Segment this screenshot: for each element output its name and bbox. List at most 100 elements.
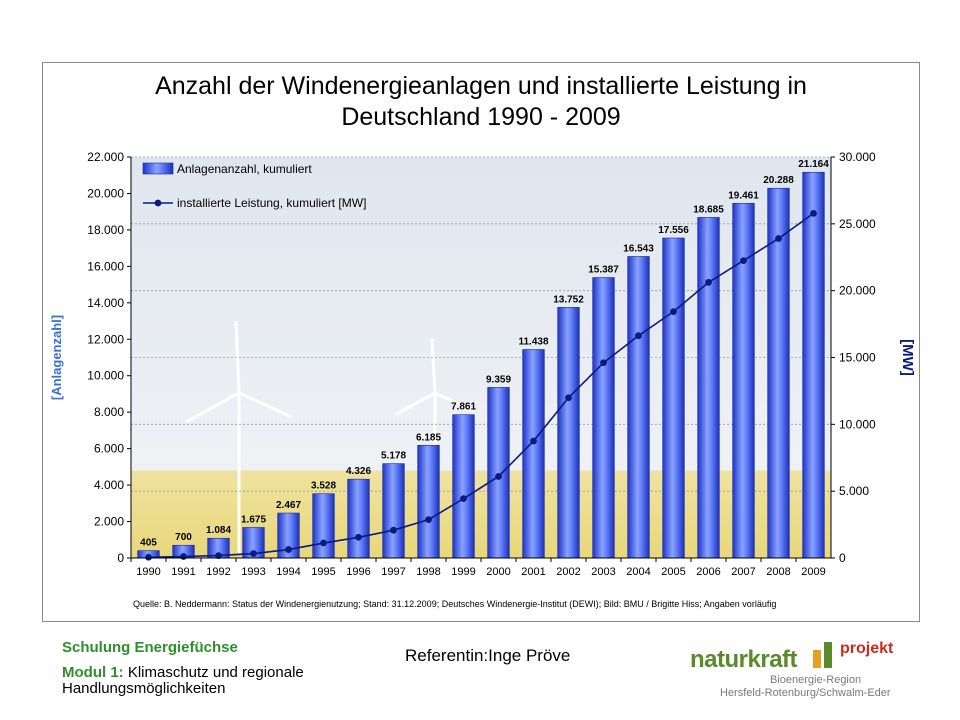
bar-label: 2.467 [276, 500, 301, 511]
bar-label: 1.084 [206, 525, 231, 536]
power-point [460, 495, 467, 503]
bar-label: 1.675 [241, 514, 266, 525]
x-tick-label: 1991 [171, 566, 195, 578]
x-tick-label: 1998 [416, 566, 440, 578]
power-point [285, 546, 292, 553]
x-tick-label: 2002 [556, 566, 580, 578]
legend-bar-label: Anlagenanzahl, kumuliert [177, 162, 312, 176]
turbine-middle-blade [394, 391, 436, 416]
x-tick-label: 2001 [521, 566, 545, 578]
right-tick-label: 0 [839, 551, 846, 565]
right-axis-title: [MW] [899, 339, 916, 376]
x-tick-label: 1999 [451, 566, 475, 578]
turbine-left-blade [185, 391, 240, 424]
bar [627, 256, 650, 559]
bar [347, 478, 370, 559]
left-tick-label: 22.000 [87, 150, 124, 164]
power-point [215, 552, 222, 559]
left-tick-label: 20.000 [87, 186, 124, 200]
bar-label: 20.288 [763, 175, 794, 186]
x-tick-label: 2003 [591, 566, 615, 578]
left-tick-label: 10.000 [87, 369, 124, 383]
logo-subtitle-region: Bioenergie-Region [770, 674, 862, 686]
turbine-middle-blade [434, 391, 476, 413]
bar-label: 6.185 [416, 432, 441, 443]
turbine-middle-blade [430, 338, 437, 394]
right-tick-label: 20.000 [839, 284, 876, 298]
left-tick-label: 18.000 [87, 223, 124, 237]
power-point [390, 526, 397, 534]
bar-label: 3.528 [311, 481, 336, 492]
power-point [530, 437, 537, 445]
bar [312, 493, 335, 559]
bar [487, 387, 510, 559]
power-point [495, 473, 502, 480]
power-point [810, 210, 817, 217]
x-tick-label: 2008 [766, 566, 790, 578]
bar [382, 463, 405, 559]
source-note: Quelle: B. Neddermann: Status der Winden… [133, 599, 777, 609]
right-tick-label: 25.000 [839, 217, 876, 231]
speaker-label: Referentin:Inge Pröve [405, 646, 571, 665]
bar-label: 700 [175, 532, 192, 543]
power-point [320, 539, 327, 547]
bar-label: 19.461 [728, 190, 759, 201]
bar [452, 414, 475, 559]
logo-wordmark: naturkraft [690, 646, 798, 673]
x-tick-label: 2004 [626, 566, 650, 578]
x-tick-label: 1993 [241, 566, 265, 578]
bar [522, 349, 545, 559]
bar-label: 15.387 [588, 265, 619, 276]
bar-label: 7.861 [451, 402, 476, 413]
bar-label: 21.164 [798, 159, 829, 170]
power-point [180, 553, 187, 560]
legend-line-marker [154, 199, 162, 207]
power-point [740, 257, 747, 264]
x-tick-label: 1995 [311, 566, 335, 578]
left-tick-label: 8.000 [94, 405, 124, 419]
module-line: Modul 1: Klimaschutz und regionale Handl… [62, 665, 362, 697]
turbine-left-blade [238, 391, 293, 419]
bar-label: 18.685 [693, 204, 724, 215]
power-point [670, 308, 677, 316]
legend-line-label: installierte Leistung, kumuliert [MW] [177, 196, 366, 210]
module-prefix: Modul 1: [62, 664, 124, 681]
left-tick-label: 14.000 [87, 296, 124, 310]
right-tick-label: 10.000 [839, 417, 876, 431]
left-tick-label: 0 [117, 551, 124, 565]
bar-label: 11.438 [518, 337, 548, 348]
power-point [600, 359, 607, 367]
bar [417, 444, 440, 559]
bar-label: 405 [140, 538, 157, 549]
bar-label: 16.543 [623, 243, 654, 254]
left-axis-title: [Anlagenzahl] [49, 315, 64, 400]
right-tick-label: 30.000 [839, 150, 876, 164]
chart-plot: 405 700 1.084 1.675 2.467 3.528 4.326 5.178 6.18… [49, 150, 916, 578]
bar-label: 17.556 [658, 225, 689, 236]
power-point [705, 278, 712, 286]
x-tick-label: 1996 [346, 566, 370, 578]
x-tick-label: 1997 [381, 566, 405, 578]
naturkraft-logo: naturkraft projekt Bioenergie-Region Her… [690, 636, 920, 706]
bar [697, 217, 720, 559]
x-tick-label: 1994 [276, 566, 300, 578]
turbine-left-blade [234, 320, 241, 394]
field-background [131, 470, 831, 558]
power-point [775, 235, 782, 242]
x-tick-label: 2005 [661, 566, 685, 578]
x-tick-label: 2000 [486, 566, 510, 578]
logo-projekt: projekt [840, 640, 894, 657]
bar-label: 9.359 [486, 374, 511, 385]
module-text: Klimaschutz und regionale Handlungsmögli… [62, 664, 304, 697]
bar [662, 237, 685, 559]
bar [802, 171, 825, 559]
logo-subtitle-districts: Hersfeld-Rotenburg/Schwalm-Eder [720, 687, 891, 699]
x-tick-label: 1992 [206, 566, 230, 578]
chart-title: Anzahl der Windenergieanlagen und instal… [155, 72, 807, 131]
power-point [145, 553, 152, 561]
left-tick-label: 16.000 [87, 259, 124, 273]
right-tick-label: 5.000 [839, 484, 869, 498]
legend-bar-swatch [142, 162, 174, 175]
bar-label: 5.178 [381, 451, 406, 462]
power-point [250, 550, 257, 557]
